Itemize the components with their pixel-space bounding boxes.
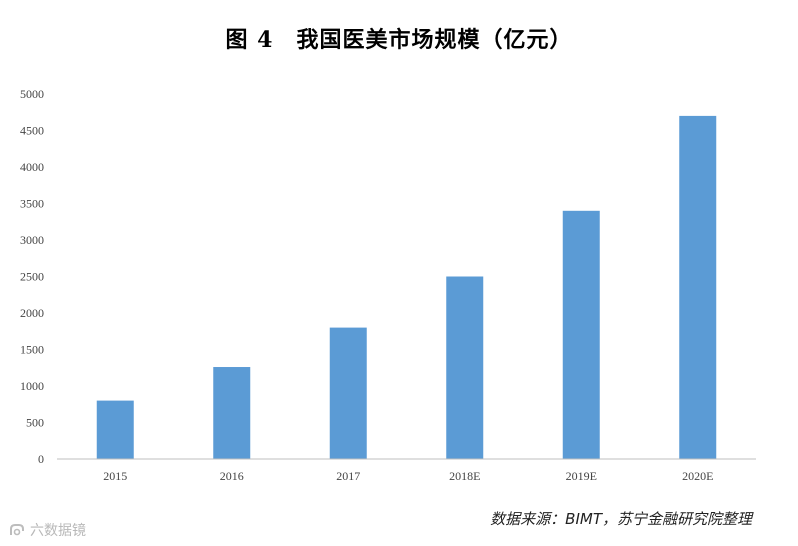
- bars-group: [96, 115, 717, 460]
- bar-2016: [213, 367, 251, 459]
- y-tick-label: 3000: [20, 233, 44, 247]
- y-tick-label: 2500: [20, 270, 44, 284]
- source-note: 数据来源：BIMT，苏宁金融研究院整理: [490, 510, 752, 528]
- x-tick-label: 2016: [220, 469, 244, 483]
- watermark: 六数据镜: [8, 520, 86, 540]
- y-axis-ticks: 0 500 1000 1500 2000 2500 3000 3500 4000 4500 5000: [20, 87, 44, 466]
- y-tick-label: 4500: [20, 124, 44, 138]
- y-tick-label: 2000: [20, 306, 44, 320]
- x-tick-label: 2015: [103, 469, 127, 483]
- x-tick-label: 2020E: [682, 469, 713, 483]
- y-tick-label: 0: [38, 452, 44, 466]
- x-tick-label: 2017: [336, 469, 360, 483]
- y-tick-label: 3500: [20, 197, 44, 211]
- y-tick-label: 4000: [20, 160, 44, 174]
- watermark-logo-icon: [8, 522, 26, 538]
- bar-2020E: [679, 115, 717, 460]
- chart-title: 图 4 我国医美市场规模（亿元）: [225, 27, 573, 53]
- bar-2015: [96, 400, 134, 459]
- bar-2019E: [562, 210, 600, 459]
- y-tick-label: 500: [26, 416, 44, 430]
- x-axis-ticks: 2015 2016 2017 2018E 2019E 2020E: [103, 469, 713, 483]
- y-tick-label: 5000: [20, 87, 44, 101]
- y-tick-label: 1000: [20, 379, 44, 393]
- x-tick-label: 2018E: [449, 469, 480, 483]
- y-tick-label: 1500: [20, 343, 44, 357]
- watermark-text: 六数据镜: [30, 523, 86, 539]
- bar-2018E: [446, 276, 484, 459]
- bar-2017: [329, 327, 367, 459]
- x-tick-label: 2019E: [566, 469, 597, 483]
